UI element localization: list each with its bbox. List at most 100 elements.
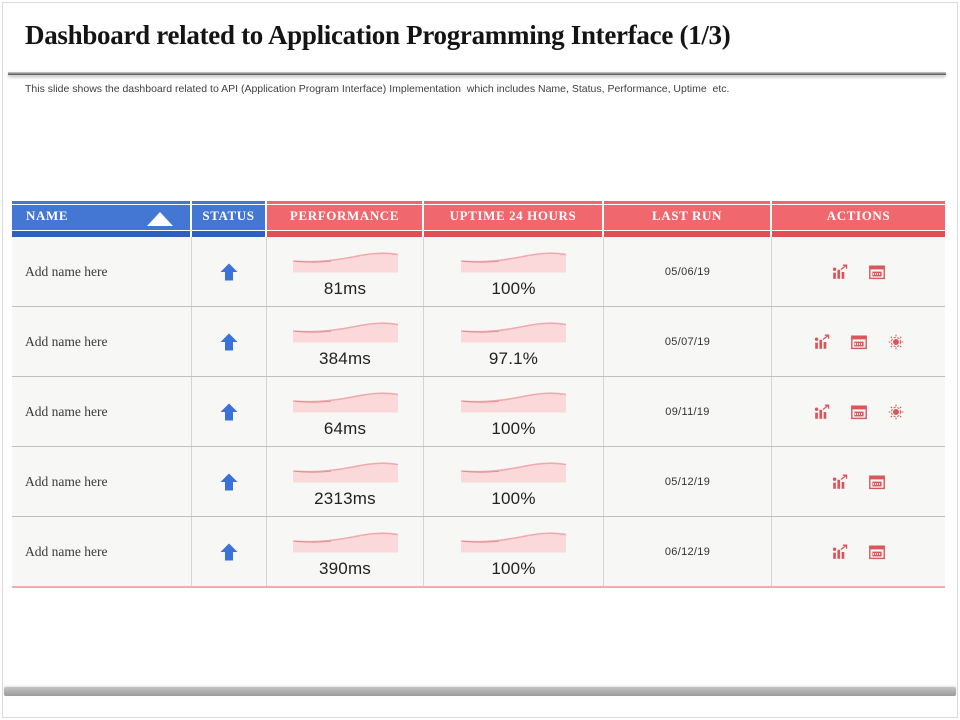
performance-value: 2313ms bbox=[314, 489, 376, 508]
status-cell bbox=[192, 377, 267, 446]
performance-value: 390ms bbox=[318, 559, 372, 578]
uptime-value: 97.1% bbox=[488, 349, 539, 368]
uptime-value: 100% bbox=[491, 279, 536, 298]
status-up-arrow-icon bbox=[220, 403, 238, 420]
name-cell: Add name here bbox=[12, 447, 192, 516]
calendar-icon[interactable] bbox=[869, 264, 885, 280]
performance-sparkline bbox=[292, 252, 398, 274]
column-header-actions-label: ACTIONS bbox=[826, 208, 891, 223]
last-run-date: 06/12/19 bbox=[664, 545, 711, 558]
name-cell: Add name here bbox=[12, 307, 192, 376]
row-name: Add name here bbox=[25, 543, 108, 559]
actions-cell bbox=[772, 447, 945, 516]
actions-cell bbox=[772, 307, 945, 376]
last-run-date: 05/06/19 bbox=[664, 265, 711, 278]
actions-cell bbox=[772, 377, 945, 446]
performance-value: 64ms bbox=[323, 419, 367, 438]
table-body: Add name here 81ms 100% 05/06/19 bbox=[12, 237, 945, 588]
last-run-date: 09/11/19 bbox=[665, 405, 710, 418]
performance-cell: 64ms bbox=[267, 377, 424, 446]
actions-cell bbox=[772, 237, 945, 306]
calendar-icon[interactable] bbox=[850, 334, 867, 350]
column-header-last-run-label: LAST RUN bbox=[652, 208, 722, 223]
page-title: Dashboard related to Application Program… bbox=[25, 20, 731, 50]
table-row: Add name here 384ms 97.1% 05/07/19 bbox=[12, 306, 945, 376]
stats-icon[interactable] bbox=[832, 474, 848, 490]
performance-sparkline bbox=[292, 532, 398, 554]
name-cell: Add name here bbox=[12, 517, 192, 586]
row-name: Add name here bbox=[25, 333, 108, 349]
settings-gear-icon[interactable] bbox=[887, 403, 904, 420]
uptime-sparkline bbox=[461, 532, 566, 554]
name-cell: Add name here bbox=[12, 377, 192, 446]
calendar-icon[interactable] bbox=[869, 544, 885, 560]
uptime-cell: 100% bbox=[424, 377, 604, 446]
title-divider bbox=[8, 72, 946, 75]
uptime-value: 100% bbox=[491, 489, 536, 508]
calendar-icon[interactable] bbox=[869, 474, 885, 490]
api-dashboard-table: NAME STATUS PERFORMANCE UPTIME 24 HOURS … bbox=[12, 201, 945, 588]
status-cell bbox=[192, 447, 267, 516]
status-up-arrow-icon bbox=[220, 543, 238, 560]
row-name: Add name here bbox=[25, 263, 108, 279]
performance-cell: 81ms bbox=[267, 237, 424, 306]
status-up-arrow-icon bbox=[220, 473, 238, 490]
status-cell bbox=[192, 237, 267, 306]
uptime-cell: 100% bbox=[424, 447, 604, 516]
column-header-actions[interactable]: ACTIONS bbox=[772, 201, 945, 237]
column-header-performance-label: PERFORMANCE bbox=[289, 208, 400, 223]
status-cell bbox=[192, 517, 267, 586]
uptime-cell: 100% bbox=[424, 517, 604, 586]
row-name: Add name here bbox=[25, 403, 108, 419]
name-cell: Add name here bbox=[12, 237, 192, 306]
last-run-cell: 06/12/19 bbox=[604, 517, 772, 586]
calendar-icon[interactable] bbox=[850, 404, 867, 420]
table-row: Add name here 64ms 100% 09/11/19 bbox=[12, 376, 945, 446]
actions-cell bbox=[772, 517, 945, 586]
last-run-date: 05/07/19 bbox=[664, 335, 711, 348]
settings-gear-icon[interactable] bbox=[887, 333, 904, 350]
table-header-row: NAME STATUS PERFORMANCE UPTIME 24 HOURS … bbox=[12, 201, 945, 237]
column-header-last-run[interactable]: LAST RUN bbox=[604, 201, 772, 237]
last-run-cell: 05/12/19 bbox=[604, 447, 772, 516]
column-header-name-label: NAME bbox=[26, 208, 69, 223]
slide-bottom-bar bbox=[4, 687, 956, 696]
row-name: Add name here bbox=[25, 473, 108, 489]
stats-icon[interactable] bbox=[832, 264, 848, 280]
column-header-name[interactable]: NAME bbox=[12, 201, 192, 237]
performance-value: 384ms bbox=[318, 349, 372, 368]
uptime-sparkline bbox=[461, 252, 566, 274]
uptime-sparkline bbox=[461, 322, 566, 344]
column-header-status[interactable]: STATUS bbox=[192, 201, 267, 237]
last-run-cell: 05/07/19 bbox=[604, 307, 772, 376]
column-header-performance[interactable]: PERFORMANCE bbox=[267, 201, 424, 237]
uptime-cell: 100% bbox=[424, 237, 604, 306]
column-header-status-label: STATUS bbox=[202, 208, 255, 223]
performance-sparkline bbox=[292, 392, 398, 414]
uptime-value: 100% bbox=[491, 559, 536, 578]
performance-cell: 384ms bbox=[267, 307, 424, 376]
performance-cell: 2313ms bbox=[267, 447, 424, 516]
slide-subtitle: This slide shows the dashboard related t… bbox=[25, 83, 730, 95]
last-run-cell: 09/11/19 bbox=[604, 377, 772, 446]
table-row: Add name here 390ms 100% 06/12/19 bbox=[12, 516, 945, 586]
column-header-uptime[interactable]: UPTIME 24 HOURS bbox=[424, 201, 604, 237]
stats-icon[interactable] bbox=[813, 404, 830, 420]
performance-cell: 390ms bbox=[267, 517, 424, 586]
table-row: Add name here 81ms 100% 05/06/19 bbox=[12, 237, 945, 306]
performance-sparkline bbox=[292, 462, 398, 484]
uptime-value: 100% bbox=[491, 419, 536, 438]
status-cell bbox=[192, 307, 267, 376]
table-row: Add name here 2313ms 100% 05/12/19 bbox=[12, 446, 945, 516]
last-run-date: 05/12/19 bbox=[664, 475, 711, 488]
last-run-cell: 05/06/19 bbox=[604, 237, 772, 306]
performance-sparkline bbox=[292, 322, 398, 344]
uptime-sparkline bbox=[461, 462, 566, 484]
uptime-sparkline bbox=[461, 392, 566, 414]
stats-icon[interactable] bbox=[832, 544, 848, 560]
stats-icon[interactable] bbox=[813, 334, 830, 350]
sort-ascending-icon[interactable] bbox=[147, 212, 173, 226]
uptime-cell: 97.1% bbox=[424, 307, 604, 376]
status-up-arrow-icon bbox=[220, 333, 238, 350]
column-header-uptime-label: UPTIME 24 HOURS bbox=[449, 208, 577, 223]
